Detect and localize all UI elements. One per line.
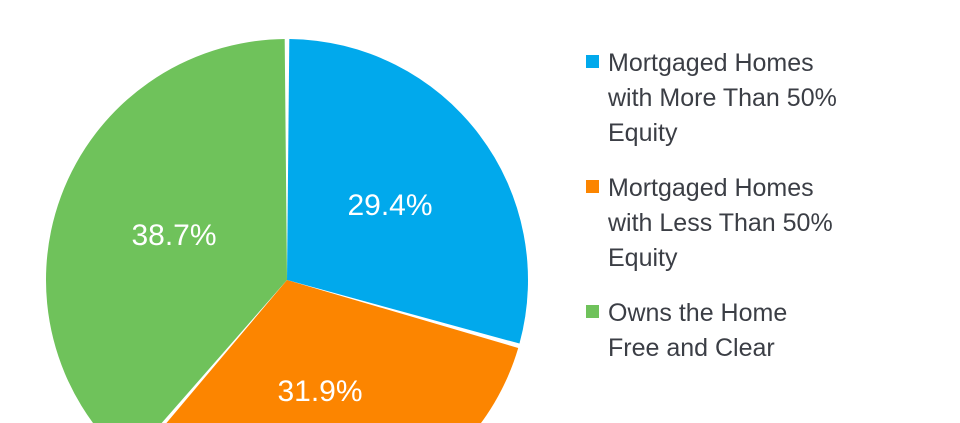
- data-label-owns-free-and-clear: 38.7%: [131, 219, 216, 252]
- legend-square-marker-icon: [586, 55, 599, 68]
- legend-item-mortgaged-less-than-50-equity[interactable]: Mortgaged Homes with Less Than 50% Equit…: [586, 171, 946, 276]
- pie-svg: 29.4% 31.9% 38.7%: [46, 39, 529, 423]
- legend-item-label: Mortgaged Homes with More Than 50% Equit…: [608, 49, 837, 147]
- legend-square-marker-icon: [586, 305, 599, 318]
- legend-item-owns-free-and-clear[interactable]: Owns the Home Free and Clear: [586, 296, 946, 366]
- legend-item-label: Mortgaged Homes with Less Than 50% Equit…: [608, 174, 833, 272]
- legend-item-mortgaged-more-than-50-equity[interactable]: Mortgaged Homes with More Than 50% Equit…: [586, 46, 946, 151]
- pie-data-labels: 29.4% 31.9% 38.7%: [131, 189, 432, 408]
- legend: Mortgaged Homes with More Than 50% Equit…: [586, 46, 946, 366]
- pie-slice-owns-free-and-clear[interactable]: [46, 39, 287, 423]
- pie-slice-mortgaged-less-than-50-equity[interactable]: [132, 280, 519, 423]
- legend-item-label: Owns the Home Free and Clear: [608, 299, 788, 362]
- pie-slices: [46, 39, 529, 423]
- pie-slice-mortgaged-more-than-50-equity[interactable]: [287, 39, 529, 344]
- pie-plot-area: 29.4% 31.9% 38.7%: [46, 39, 529, 423]
- data-label-mortgaged-more-than-50-equity: 29.4%: [347, 189, 432, 222]
- data-label-mortgaged-less-than-50-equity: 31.9%: [277, 375, 362, 408]
- legend-square-marker-icon: [586, 180, 599, 193]
